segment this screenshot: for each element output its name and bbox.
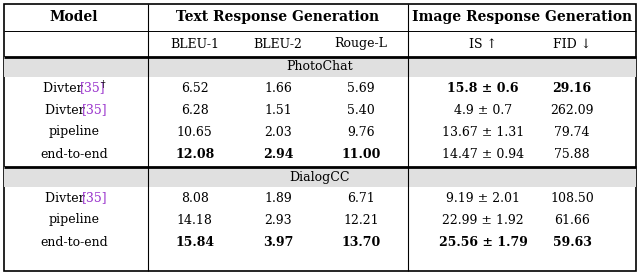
Text: 6.71: 6.71 bbox=[348, 191, 375, 205]
Text: 5.40: 5.40 bbox=[348, 103, 375, 117]
Bar bbox=[4, 57, 636, 77]
Text: 1.66: 1.66 bbox=[264, 81, 292, 95]
Text: 79.74: 79.74 bbox=[554, 125, 590, 139]
Text: Rouge-L: Rouge-L bbox=[335, 37, 388, 51]
Text: 12.08: 12.08 bbox=[175, 148, 214, 161]
Text: Text Response Generation: Text Response Generation bbox=[177, 10, 380, 24]
Text: 29.16: 29.16 bbox=[552, 81, 592, 95]
Text: IS ↑: IS ↑ bbox=[469, 37, 497, 51]
Text: 2.03: 2.03 bbox=[264, 125, 292, 139]
Text: 2.93: 2.93 bbox=[264, 213, 292, 227]
Text: 9.19 ± 2.01: 9.19 ± 2.01 bbox=[446, 191, 520, 205]
Text: 15.84: 15.84 bbox=[175, 235, 214, 249]
Text: Image Response Generation: Image Response Generation bbox=[412, 10, 632, 24]
Text: 25.56 ± 1.79: 25.56 ± 1.79 bbox=[439, 235, 527, 249]
Text: 1.51: 1.51 bbox=[264, 103, 292, 117]
Text: BLEU-2: BLEU-2 bbox=[253, 37, 303, 51]
Text: 12.21: 12.21 bbox=[344, 213, 379, 227]
Text: 10.65: 10.65 bbox=[177, 125, 212, 139]
Text: 59.63: 59.63 bbox=[553, 235, 591, 249]
Text: 14.47 ± 0.94: 14.47 ± 0.94 bbox=[442, 148, 524, 161]
Text: 11.00: 11.00 bbox=[342, 148, 381, 161]
Text: [35]: [35] bbox=[82, 191, 108, 205]
Text: 14.18: 14.18 bbox=[177, 213, 212, 227]
Text: 3.97: 3.97 bbox=[263, 235, 293, 249]
Text: pipeline: pipeline bbox=[49, 125, 99, 139]
Text: BLEU-1: BLEU-1 bbox=[170, 37, 220, 51]
Text: 108.50: 108.50 bbox=[550, 191, 594, 205]
Text: 4.9 ± 0.7: 4.9 ± 0.7 bbox=[454, 103, 512, 117]
Text: 9.76: 9.76 bbox=[348, 125, 375, 139]
Text: 61.66: 61.66 bbox=[554, 213, 590, 227]
Text: 6.28: 6.28 bbox=[181, 103, 209, 117]
Text: 6.52: 6.52 bbox=[181, 81, 209, 95]
Text: 5.69: 5.69 bbox=[348, 81, 375, 95]
Text: 75.88: 75.88 bbox=[554, 148, 590, 161]
Text: 262.09: 262.09 bbox=[550, 103, 594, 117]
Text: 2.94: 2.94 bbox=[263, 148, 293, 161]
Text: 1.89: 1.89 bbox=[264, 191, 292, 205]
Text: FID ↓: FID ↓ bbox=[553, 37, 591, 51]
Text: [35]: [35] bbox=[80, 81, 106, 95]
Text: Divter: Divter bbox=[45, 191, 89, 205]
Text: 13.70: 13.70 bbox=[342, 235, 381, 249]
Bar bbox=[4, 167, 636, 187]
Text: DialogCC: DialogCC bbox=[290, 170, 350, 183]
Text: 8.08: 8.08 bbox=[181, 191, 209, 205]
Text: 15.8 ± 0.6: 15.8 ± 0.6 bbox=[447, 81, 519, 95]
Text: †: † bbox=[100, 79, 105, 89]
Text: Divter: Divter bbox=[44, 81, 87, 95]
Text: Model: Model bbox=[50, 10, 99, 24]
Text: PhotoChat: PhotoChat bbox=[287, 60, 353, 73]
Text: end-to-end: end-to-end bbox=[40, 235, 108, 249]
Text: pipeline: pipeline bbox=[49, 213, 99, 227]
Text: end-to-end: end-to-end bbox=[40, 148, 108, 161]
Text: Divter: Divter bbox=[45, 103, 89, 117]
Text: [35]: [35] bbox=[82, 103, 108, 117]
Text: 22.99 ± 1.92: 22.99 ± 1.92 bbox=[442, 213, 524, 227]
Text: 13.67 ± 1.31: 13.67 ± 1.31 bbox=[442, 125, 524, 139]
